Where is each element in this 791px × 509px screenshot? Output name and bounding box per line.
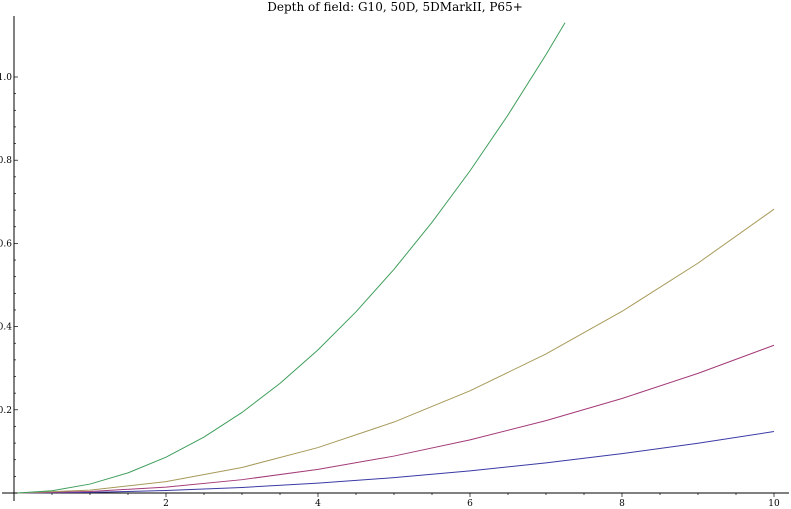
y-tick-label: 0.4 — [0, 323, 12, 333]
series-line-1 — [17, 431, 775, 494]
x-tick-label: 6 — [467, 499, 473, 509]
chart-title: Depth of field: G10, 50D, 5DMarkII, P65+ — [267, 0, 523, 14]
x-tick-label: 4 — [315, 499, 321, 509]
x-tick-label: 10 — [768, 499, 780, 509]
x-tick-label: 2 — [163, 499, 169, 509]
y-tick-label: 0.8 — [0, 156, 12, 166]
x-tick-label: 8 — [619, 499, 625, 509]
y-tick-label: 0.6 — [0, 239, 12, 249]
plot-area: 2 4 6 8 10 0.2 0.4 0.6 0.8 1.0 — [0, 16, 789, 509]
series-line-4 — [17, 22, 566, 494]
series-line-2 — [17, 344, 775, 494]
series-line-3 — [17, 208, 775, 494]
y-tick-label: 0.2 — [0, 406, 12, 416]
y-tick-label: 1.0 — [0, 73, 12, 83]
